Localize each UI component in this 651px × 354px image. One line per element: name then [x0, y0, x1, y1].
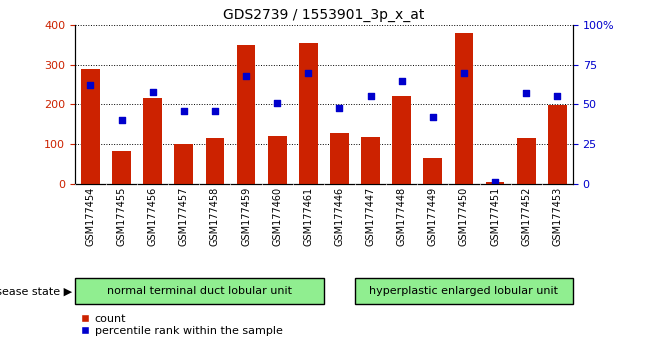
Bar: [393, 97, 411, 184]
Bar: [143, 98, 162, 184]
Bar: [112, 152, 131, 184]
Text: GSM177459: GSM177459: [241, 187, 251, 246]
Bar: [517, 138, 536, 184]
Point: [552, 94, 562, 99]
Text: GSM177454: GSM177454: [85, 187, 96, 246]
Text: GSM177446: GSM177446: [335, 187, 344, 246]
Text: GSM177455: GSM177455: [117, 187, 126, 246]
Text: normal terminal duct lobular unit: normal terminal duct lobular unit: [107, 286, 292, 296]
Point: [117, 118, 127, 123]
Point: [148, 89, 158, 95]
Bar: [486, 182, 505, 184]
Legend: count, percentile rank within the sample: count, percentile rank within the sample: [81, 314, 283, 336]
Text: GSM177449: GSM177449: [428, 187, 438, 246]
Bar: [423, 158, 442, 184]
Text: GSM177448: GSM177448: [396, 187, 407, 246]
Bar: [75, 278, 324, 304]
Bar: [361, 137, 380, 184]
Point: [490, 180, 500, 185]
Title: GDS2739 / 1553901_3p_x_at: GDS2739 / 1553901_3p_x_at: [223, 8, 424, 22]
Text: GSM177458: GSM177458: [210, 187, 220, 246]
Point: [85, 82, 96, 88]
Text: GSM177457: GSM177457: [179, 187, 189, 246]
Point: [241, 73, 251, 79]
Text: GSM177447: GSM177447: [366, 187, 376, 246]
Point: [178, 108, 189, 114]
Bar: [206, 138, 224, 184]
Point: [396, 78, 407, 84]
Point: [521, 90, 531, 96]
Point: [210, 108, 220, 114]
Text: GSM177451: GSM177451: [490, 187, 500, 246]
Point: [459, 70, 469, 75]
Bar: [268, 136, 286, 184]
Text: GSM177452: GSM177452: [521, 187, 531, 246]
Point: [428, 114, 438, 120]
Bar: [548, 105, 566, 184]
Text: GSM177461: GSM177461: [303, 187, 313, 246]
Point: [303, 70, 314, 75]
Point: [334, 105, 344, 110]
Text: disease state ▶: disease state ▶: [0, 286, 72, 296]
Bar: [330, 133, 349, 184]
Text: GSM177450: GSM177450: [459, 187, 469, 246]
Text: GSM177456: GSM177456: [148, 187, 158, 246]
Text: GSM177453: GSM177453: [552, 187, 562, 246]
Bar: [355, 278, 573, 304]
Point: [365, 94, 376, 99]
Text: GSM177460: GSM177460: [272, 187, 282, 246]
Bar: [237, 45, 255, 184]
Bar: [81, 69, 100, 184]
Bar: [454, 33, 473, 184]
Point: [272, 100, 283, 106]
Bar: [174, 144, 193, 184]
Bar: [299, 43, 318, 184]
Text: hyperplastic enlarged lobular unit: hyperplastic enlarged lobular unit: [369, 286, 559, 296]
